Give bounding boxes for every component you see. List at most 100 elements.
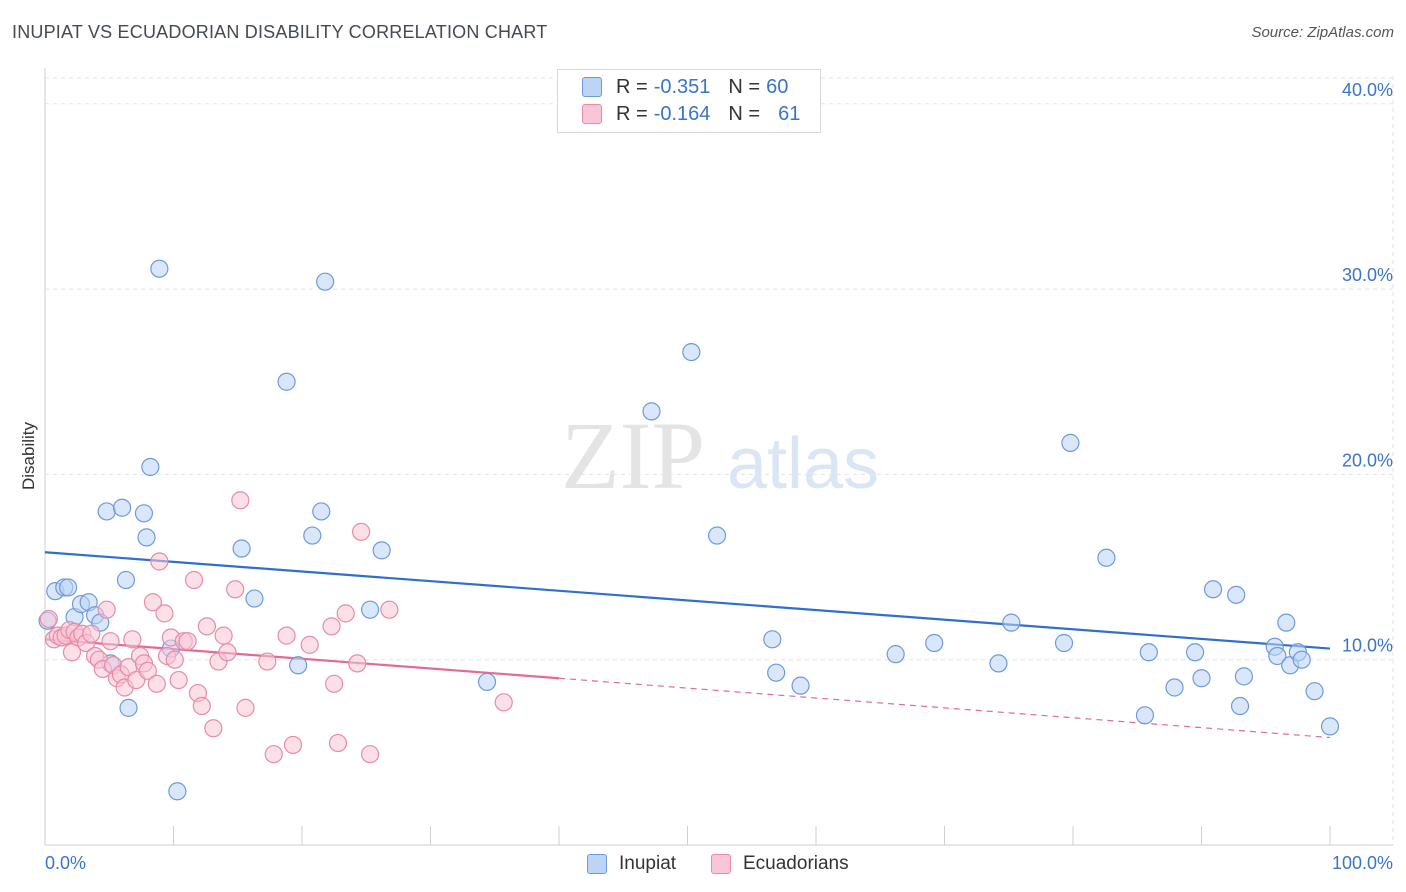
data-point: [1135, 706, 1155, 725]
bottom-legend-ecuadorians: Ecuadorians: [711, 852, 849, 876]
legend-row-inupiat: R = -0.351 N = 60: [582, 74, 788, 100]
trend-line-dashed-ecuadorians: [558, 677, 1331, 739]
data-point: [1292, 650, 1311, 669]
y-axis-label: Disability: [19, 421, 38, 490]
legend-r-value: -0.351: [653, 75, 711, 98]
trend-line-inupiat: [44, 551, 1331, 650]
data-point: [682, 342, 701, 362]
legend-n-value: 60: [766, 75, 789, 98]
series-inupiat: [38, 259, 1340, 801]
legend-swatch-inupiat: [582, 77, 602, 97]
bottom-legend-swatch-ecuadorians: [711, 854, 731, 874]
data-point: [1305, 682, 1324, 701]
data-point: [989, 654, 1008, 673]
legend-swatch-ecuadorians: [582, 104, 602, 124]
watermark: ZIP atlas: [561, 402, 879, 509]
series-ecuadorians: [39, 491, 513, 764]
data-point: [150, 552, 169, 571]
data-point: [138, 661, 157, 680]
data-point: [1054, 633, 1074, 653]
data-point: [178, 632, 197, 651]
data-point: [226, 580, 245, 599]
data-point: [155, 604, 174, 623]
data-point: [791, 676, 810, 695]
data-point: [328, 733, 348, 753]
data-point: [168, 782, 187, 801]
data-point: [101, 632, 120, 651]
data-point: [165, 650, 184, 669]
legend-r-label: R =: [616, 102, 648, 125]
y-tick-label: 10.0%: [1342, 636, 1393, 656]
data-point: [143, 593, 163, 612]
data-point: [322, 617, 341, 636]
axes: [44, 68, 1393, 846]
data-point: [169, 670, 188, 690]
data-point: [119, 698, 138, 717]
x-tick-label-max: 100.0%: [1332, 853, 1393, 873]
data-point: [59, 578, 78, 597]
data-point: [925, 633, 944, 653]
data-point: [39, 609, 58, 629]
data-point: [300, 635, 319, 654]
legend-n-value: 61: [778, 102, 801, 125]
data-point: [642, 402, 661, 421]
data-point: [245, 589, 264, 608]
data-point: [204, 719, 223, 738]
data-point: [123, 630, 142, 649]
data-point: [312, 502, 331, 521]
data-point: [1165, 678, 1184, 697]
data-point: [1192, 669, 1211, 688]
bottom-legend-label-ecuadorians: Ecuadorians: [743, 853, 849, 874]
data-point: [137, 528, 156, 547]
data-point: [134, 504, 154, 523]
legend-box: R = -0.351 N = 60 R = -0.164 N = 61: [557, 69, 821, 133]
data-point: [277, 626, 296, 645]
watermark-zip: ZIP: [561, 402, 705, 509]
data-point: [336, 604, 355, 623]
data-point: [348, 654, 367, 673]
data-point: [380, 600, 399, 619]
data-point: [1320, 717, 1340, 736]
data-point: [258, 652, 277, 671]
data-point: [277, 372, 296, 391]
data-point: [372, 541, 391, 560]
data-point: [232, 539, 251, 558]
data-point: [141, 457, 160, 477]
data-point: [236, 698, 255, 717]
data-point: [218, 643, 237, 662]
data-point: [1185, 643, 1205, 662]
data-point: [283, 735, 303, 755]
data-point: [1277, 613, 1296, 632]
bottom-legend-label-inupiat: Inupiat: [619, 853, 677, 874]
data-point: [289, 656, 308, 675]
legend-r-label: R =: [616, 75, 648, 98]
data-point: [352, 522, 371, 541]
y-tick-label: 30.0%: [1342, 265, 1393, 285]
data-point: [112, 498, 132, 517]
data-point: [197, 617, 217, 636]
data-point: [361, 745, 380, 764]
data-point: [82, 624, 101, 643]
data-point: [477, 672, 497, 692]
data-point: [316, 272, 335, 291]
data-point: [494, 693, 513, 712]
y-tick-label: 40.0%: [1342, 80, 1393, 100]
data-point: [1230, 696, 1250, 716]
data-point: [1227, 585, 1246, 604]
x-tick-label-min: 0.0%: [45, 853, 86, 873]
watermark-atlas: atlas: [727, 424, 879, 504]
data-point: [886, 645, 905, 664]
data-point: [192, 696, 211, 716]
data-point: [147, 674, 166, 693]
data-point: [214, 626, 233, 645]
data-point: [707, 526, 727, 545]
grid-lines: [45, 76, 1395, 845]
legend-row-ecuadorians: R = -0.164 N = 61: [582, 101, 800, 127]
data-point: [361, 600, 380, 619]
data-point: [303, 526, 322, 545]
data-point: [1203, 580, 1223, 599]
data-point: [325, 674, 344, 693]
legend-n-label: N =: [728, 75, 761, 98]
data-point: [1061, 433, 1080, 452]
bottom-legend-inupiat: Inupiat: [587, 852, 676, 876]
